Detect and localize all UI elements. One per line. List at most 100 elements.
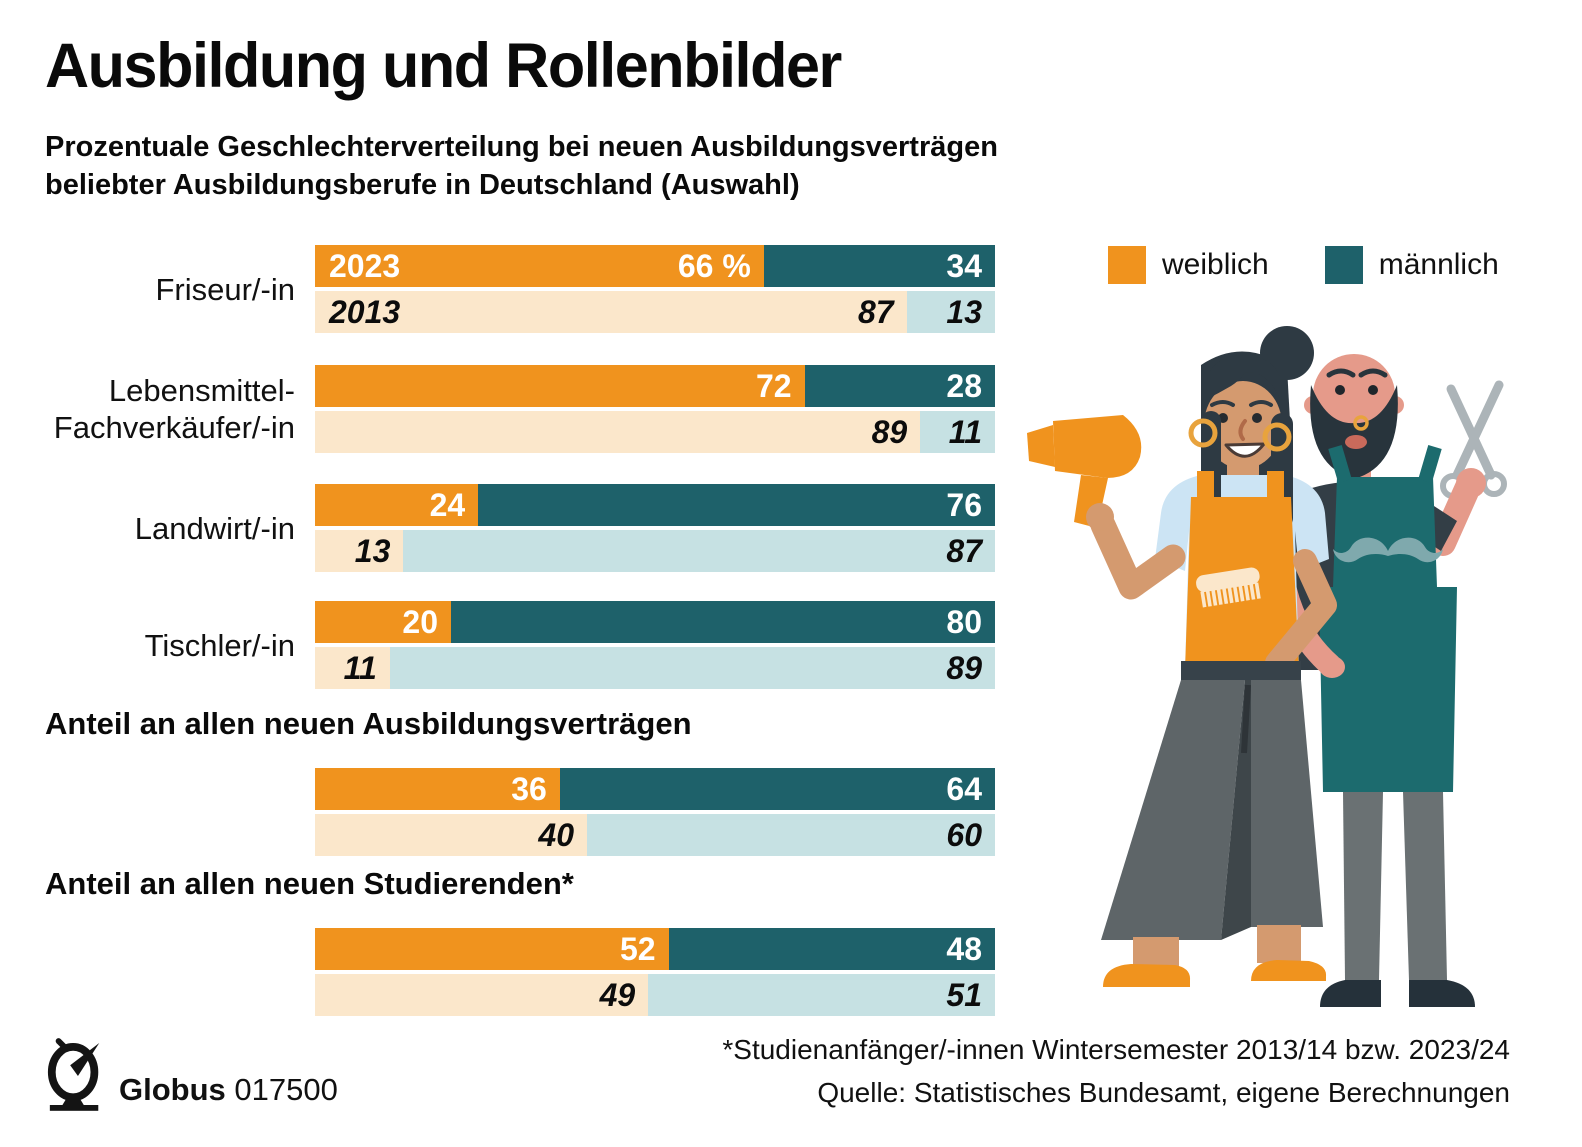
bar-group: Friseur/-in 2023 66 % 34 2013 87 13 [45,245,995,333]
legend-label-maennlich: männlich [1378,248,1499,281]
bar-2023: 36 64 [315,768,995,810]
bar-value: 40 [538,816,574,853]
bar-value: 76 [946,486,982,523]
bar-value: 49 [599,976,636,1013]
mustache-icon [1333,537,1443,563]
segment-weiblich-2023: 2023 66 % [315,245,764,287]
segment-weiblich-2023: 72 [315,365,805,407]
category-label [45,768,295,856]
bar-value: 13 [354,532,391,569]
bars: 72 28 89 11 [315,365,995,453]
bar-value: 11 [948,413,982,450]
segment-männlich-2023: 76 [478,484,995,526]
bar-group: Lebensmittel- Fachverkäufer/-in 72 28 89 11 [45,365,995,453]
bar-2023: 52 48 [315,928,995,970]
bar-value: 28 [946,367,982,404]
segment-männlich-2013: 89 [389,647,995,689]
bar-2013: 49 51 [315,974,995,1016]
footnotes: *Studienanfänger/-innen Wintersemester 2… [722,1028,1510,1114]
section-heading: Anteil an allen neuen Ausbildungsverträg… [45,706,692,741]
bar-value: 24 [429,486,466,523]
bars: 24 76 13 87 [315,484,995,572]
segment-männlich-2013: 60 [587,814,995,856]
segment-weiblich-2013: 49 [315,974,649,1016]
segment-weiblich-2023: 52 [315,928,669,970]
bar-group: 52 48 49 51 [45,928,995,1016]
segment-weiblich-2023: 20 [315,601,451,643]
segment-männlich-2023: 48 [668,928,995,970]
chart: Friseur/-in 2023 66 % 34 2013 87 13 Lebensmitte… [45,0,995,1020]
year-label: 2023 [329,247,401,284]
legend-swatch-weiblich [1108,246,1146,284]
source: Quelle: Statistisches Bundesamt, eigene … [817,1077,1510,1108]
bar-group: Landwirt/-in 24 76 13 87 [45,484,995,572]
legend: weiblich männlich [1108,246,1499,284]
bar-value: 72 [756,367,792,404]
bar-2023: 24 76 [315,484,995,526]
subtitle: Prozentuale Geschlechterverteilung bei n… [45,131,998,201]
bars: 2023 66 % 34 2013 87 13 [315,245,995,333]
bar-2023: 2023 66 % 34 [315,245,995,287]
segment-weiblich-2013: 89 [315,411,921,453]
segment-männlich-2013: 87 [403,530,995,572]
brand-text: Globus 017500 [119,1072,338,1112]
illustration [1027,326,1507,1007]
bar-value: 51 [946,976,982,1013]
woman-figure [1027,326,1337,987]
bars: 52 48 49 51 [315,928,995,1016]
bar-2013: 40 60 [315,814,995,856]
bar-value: 20 [402,603,438,640]
footnote: *Studienanfänger/-innen Wintersemester 2… [722,1034,1510,1065]
legend-label-weiblich: weiblich [1162,248,1269,281]
legend-item-weiblich: weiblich [1108,246,1269,284]
bar-value: 52 [620,930,656,967]
bar-value: 36 [511,770,547,807]
segment-weiblich-2023: 24 [315,484,479,526]
page-title: Ausbildung und Rollenbilder [45,31,842,101]
bar-value: 89 [946,649,982,686]
comb-icon [1196,567,1261,608]
bar-2023: 20 80 [315,601,995,643]
bar-value: 87 [858,293,894,330]
hair-dryer-icon [1027,415,1142,528]
bar-value: 66 % [677,247,751,284]
bar-value: 34 [946,247,982,284]
bars: 20 80 11 89 [315,601,995,689]
category-label [45,928,295,1016]
segment-männlich-2023: 80 [451,601,995,643]
segment-männlich-2013: 51 [648,974,995,1016]
bar-value: 89 [871,413,908,450]
segment-männlich-2013: 11 [920,411,995,453]
segment-weiblich-2013: 13 [315,530,404,572]
bar-value: 80 [946,603,982,640]
bars: 36 64 40 60 [315,768,995,856]
brand: Globus 017500 [45,1036,338,1112]
bar-2013: 2013 87 13 [315,291,995,333]
bar-2013: 89 11 [315,411,995,453]
bar-value: 87 [946,532,982,569]
bar-2013: 11 89 [315,647,995,689]
bar-group: Tischler/-in 20 80 11 89 [45,601,995,689]
bar-value: 11 [343,649,377,686]
bar-value: 13 [946,293,982,330]
category-label: Landwirt/-in [134,510,295,546]
segment-weiblich-2013: 11 [315,647,390,689]
bar-2013: 13 87 [315,530,995,572]
legend-swatch-maennlich [1324,246,1363,284]
bar-value: 60 [946,816,982,853]
category-label: Tischler/-in [144,627,295,663]
segment-männlich-2023: 28 [804,365,995,407]
bar-2023: 72 28 [315,365,995,407]
segment-weiblich-2023: 36 [315,768,560,810]
legend-item-maennlich: männlich [1324,246,1499,284]
category-label: Lebensmittel- Fachverkäufer/-in [53,373,295,445]
segment-weiblich-2013: 40 [315,814,587,856]
bar-value: 64 [946,770,982,807]
segment-männlich-2023: 64 [559,768,995,810]
segment-männlich-2013: 13 [906,291,995,333]
bar-group: 36 64 40 60 [45,768,995,856]
brand-name: Globus [119,1072,226,1107]
bar-value: 48 [946,930,982,967]
globe-logo-icon [47,1038,100,1111]
